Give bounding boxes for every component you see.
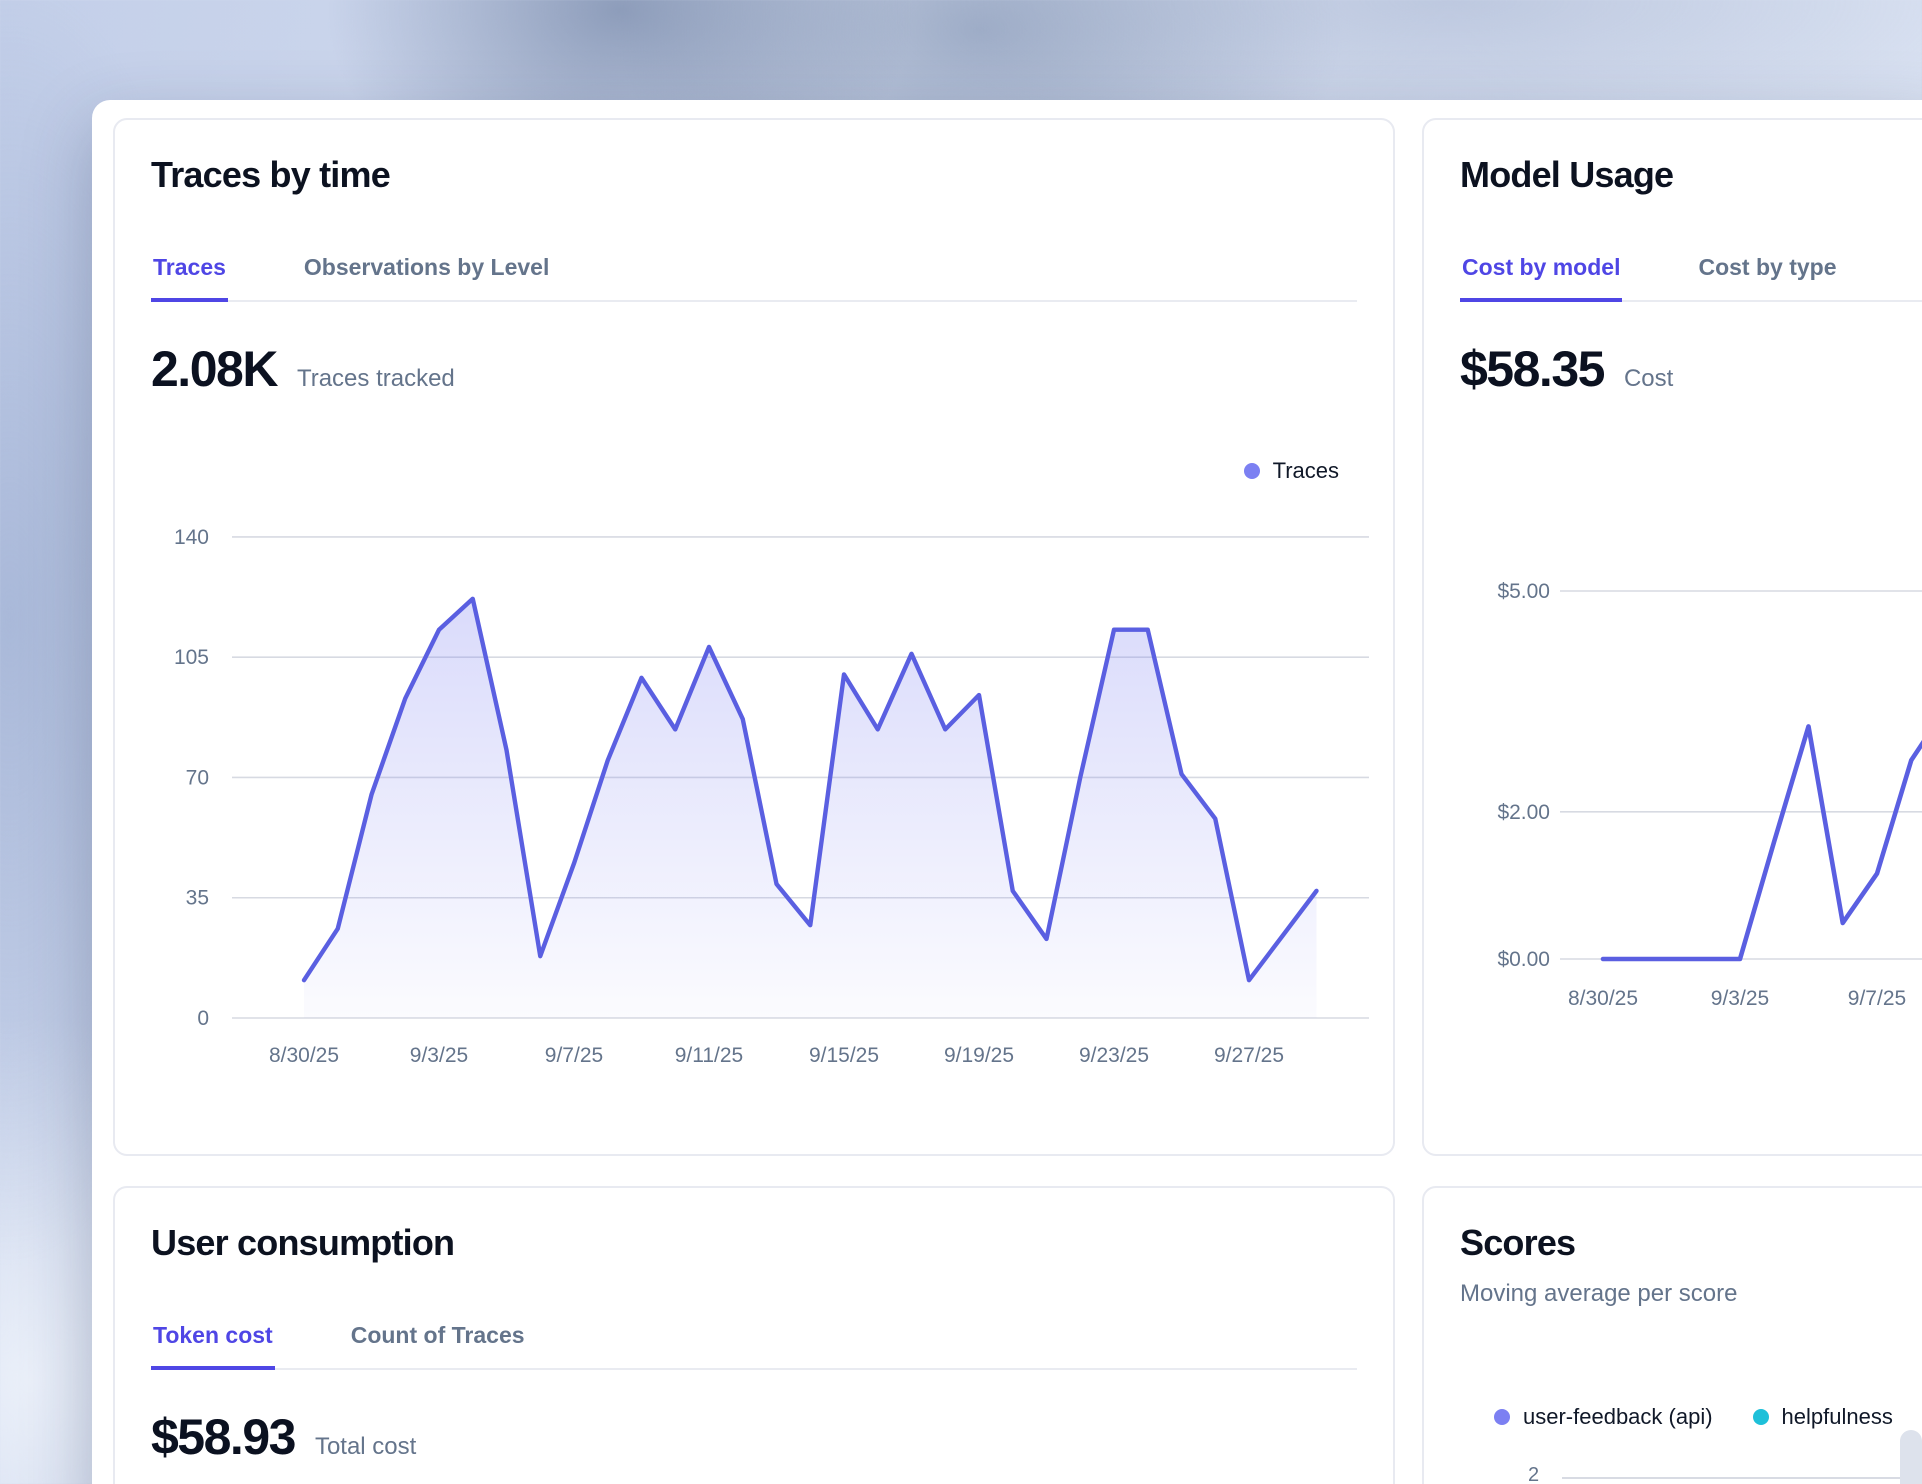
dashboard-container: Traces by time Traces Observations by Le… xyxy=(92,100,1922,1484)
traces-line-chart[interactable]: 0 35 70 105 140 8/30/25 9/3/25 9/7/25 9/11/25 9/1… xyxy=(147,505,1392,1090)
svg-text:$0.00: $0.00 xyxy=(1497,948,1550,971)
legend-item-traces: Traces xyxy=(1243,458,1339,484)
user-consumption-metric-value: $58.93 xyxy=(151,1409,296,1466)
scores-chart-legend: user-feedback (api) helpfulness xyxy=(1494,1404,1922,1430)
svg-text:0: 0 xyxy=(197,1007,209,1030)
scores-y-tick-2: 2 xyxy=(1528,1464,1540,1484)
svg-text:9/3/25: 9/3/25 xyxy=(1711,987,1769,1010)
traces-chart-legend: Traces xyxy=(1243,458,1339,484)
svg-text:35: 35 xyxy=(186,887,209,910)
model-usage-line-chart[interactable]: $5.00 $2.00 $0.00 8/30/25 9/3/25 9/7/25 xyxy=(1497,558,1922,1038)
traces-legend-dot-icon xyxy=(1243,463,1260,479)
traces-metric: 2.08K Traces tracked xyxy=(151,340,1357,398)
svg-text:$5.00: $5.00 xyxy=(1497,580,1550,603)
user-consumption-metric: $58.93 Total cost xyxy=(151,1408,1357,1466)
scores-gridline xyxy=(1562,1477,1922,1479)
svg-text:9/19/25: 9/19/25 xyxy=(944,1044,1014,1067)
svg-text:9/7/25: 9/7/25 xyxy=(545,1044,603,1067)
model-usage-metric: $58.35 Cost xyxy=(1460,340,1922,398)
legend-item-helpfulness: helpfulness xyxy=(1752,1404,1893,1430)
svg-text:9/11/25: 9/11/25 xyxy=(675,1044,744,1067)
svg-text:9/23/25: 9/23/25 xyxy=(1079,1044,1149,1067)
scores-title: Scores xyxy=(1460,1222,1576,1263)
svg-text:70: 70 xyxy=(186,766,209,789)
traces-by-time-tabs: Traces Observations by Level xyxy=(151,254,1357,303)
svg-text:140: 140 xyxy=(174,526,209,549)
scores-subtitle: Moving average per score xyxy=(1460,1280,1738,1308)
user-consumption-title: User consumption xyxy=(151,1222,455,1263)
svg-text:$2.00: $2.00 xyxy=(1497,801,1550,824)
user-feedback-legend-label: user-feedback (api) xyxy=(1523,1404,1713,1429)
svg-text:8/30/25: 8/30/25 xyxy=(269,1044,339,1067)
user-consumption-card: User consumption Token cost Count of Tra… xyxy=(113,1186,1395,1484)
svg-text:9/15/25: 9/15/25 xyxy=(809,1044,879,1067)
legend-item-user-feedback: user-feedback (api) xyxy=(1494,1404,1713,1430)
svg-text:9/27/25: 9/27/25 xyxy=(1214,1044,1284,1067)
model-usage-title: Model Usage xyxy=(1460,154,1674,195)
helpfulness-legend-dot-icon xyxy=(1752,1409,1769,1425)
vertical-scrollbar-thumb[interactable] xyxy=(1900,1430,1922,1484)
user-consumption-tabs: Token cost Count of Traces xyxy=(151,1322,1357,1371)
traces-metric-value: 2.08K xyxy=(151,341,278,398)
svg-text:8/30/25: 8/30/25 xyxy=(1568,987,1638,1010)
svg-text:105: 105 xyxy=(174,646,209,669)
model-usage-metric-value: $58.35 xyxy=(1460,341,1605,398)
tab-traces[interactable]: Traces xyxy=(151,254,228,303)
traces-legend-label: Traces xyxy=(1272,458,1339,483)
tab-cost-by-model[interactable]: Cost by model xyxy=(1460,254,1623,303)
scores-card: Scores Moving average per score user-fee… xyxy=(1422,1186,1922,1484)
svg-text:9/7/25: 9/7/25 xyxy=(1848,987,1906,1010)
tab-token-cost[interactable]: Token cost xyxy=(151,1322,275,1371)
tab-observations-by-level[interactable]: Observations by Level xyxy=(303,254,550,281)
traces-by-time-title: Traces by time xyxy=(151,154,391,195)
traces-by-time-card: Traces by time Traces Observations by Le… xyxy=(113,118,1395,1156)
model-usage-metric-label: Cost xyxy=(1623,365,1674,393)
user-consumption-metric-label: Total cost xyxy=(314,1433,417,1461)
traces-metric-label: Traces tracked xyxy=(296,365,455,393)
svg-text:9/3/25: 9/3/25 xyxy=(410,1044,468,1067)
model-usage-tabs: Cost by model Cost by type xyxy=(1460,254,1922,303)
tab-cost-by-type[interactable]: Cost by type xyxy=(1698,254,1837,281)
helpfulness-legend-label: helpfulness xyxy=(1781,1404,1893,1429)
tab-count-of-traces[interactable]: Count of Traces xyxy=(350,1322,525,1349)
model-usage-card: Model Usage Cost by model Cost by type $… xyxy=(1422,118,1922,1156)
user-feedback-legend-dot-icon xyxy=(1494,1409,1510,1425)
